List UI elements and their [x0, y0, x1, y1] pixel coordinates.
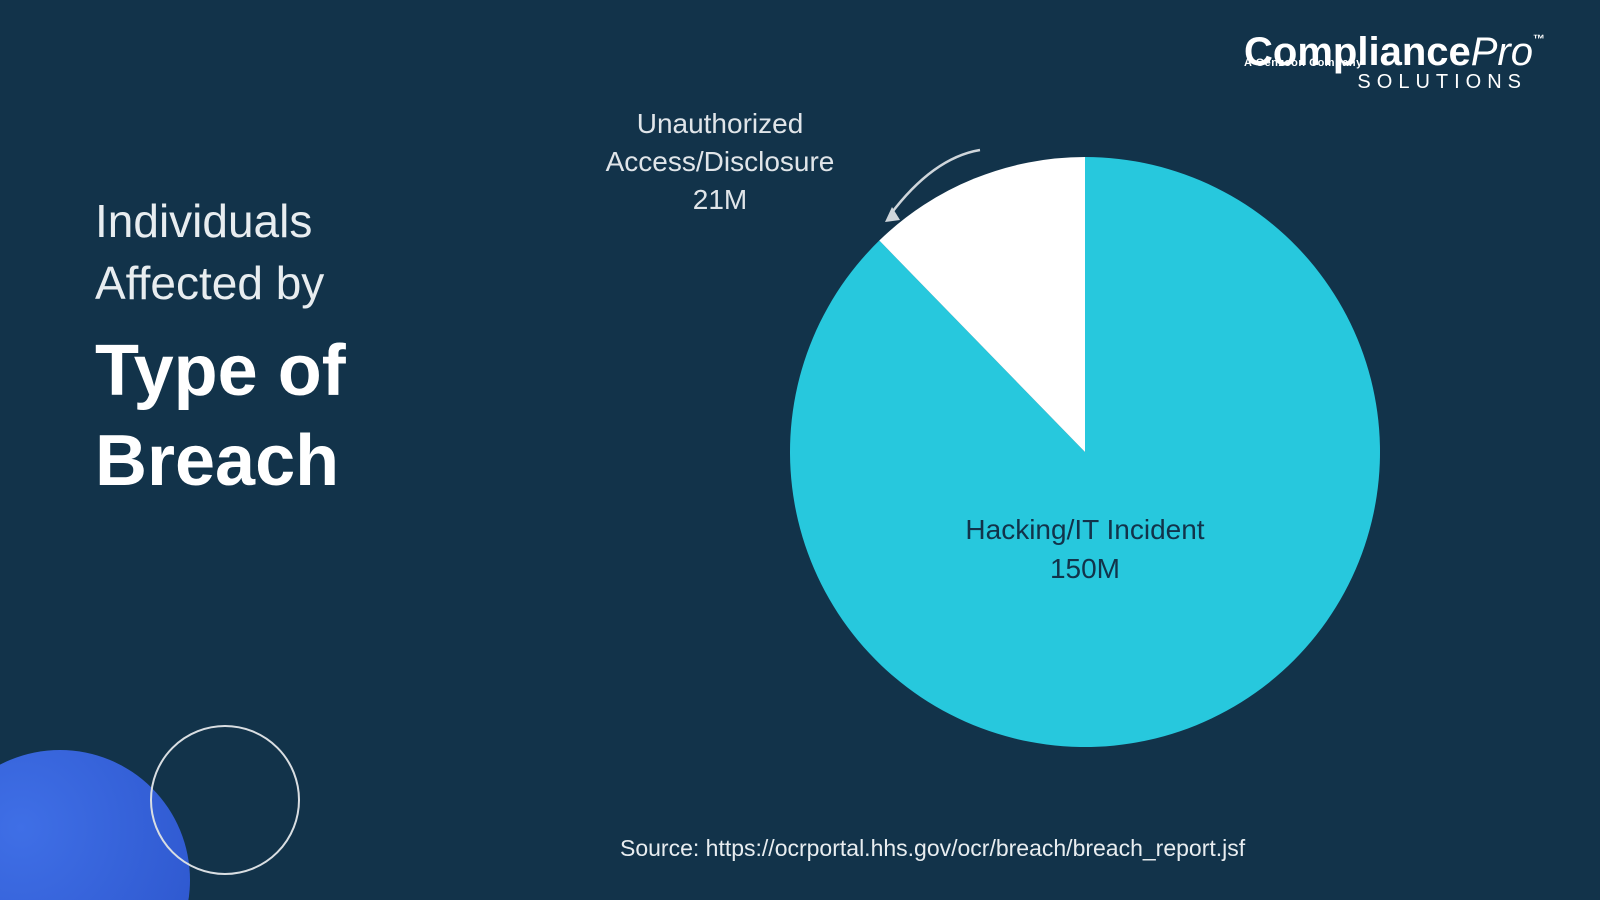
- source-citation: Source: https://ocrportal.hhs.gov/ocr/br…: [620, 835, 1245, 862]
- infographic-canvas: A Genzeon Company CompliancePro™ SOLUTIO…: [0, 0, 1600, 900]
- decorative-circle-outline: [150, 725, 300, 875]
- pie-slice-label-unauthorized: Unauthorized Access/Disclosure 21M: [560, 105, 880, 218]
- callout-arrow-icon: [880, 120, 1000, 240]
- pie-slice-label-hacking: Hacking/IT Incident 150M: [910, 510, 1260, 588]
